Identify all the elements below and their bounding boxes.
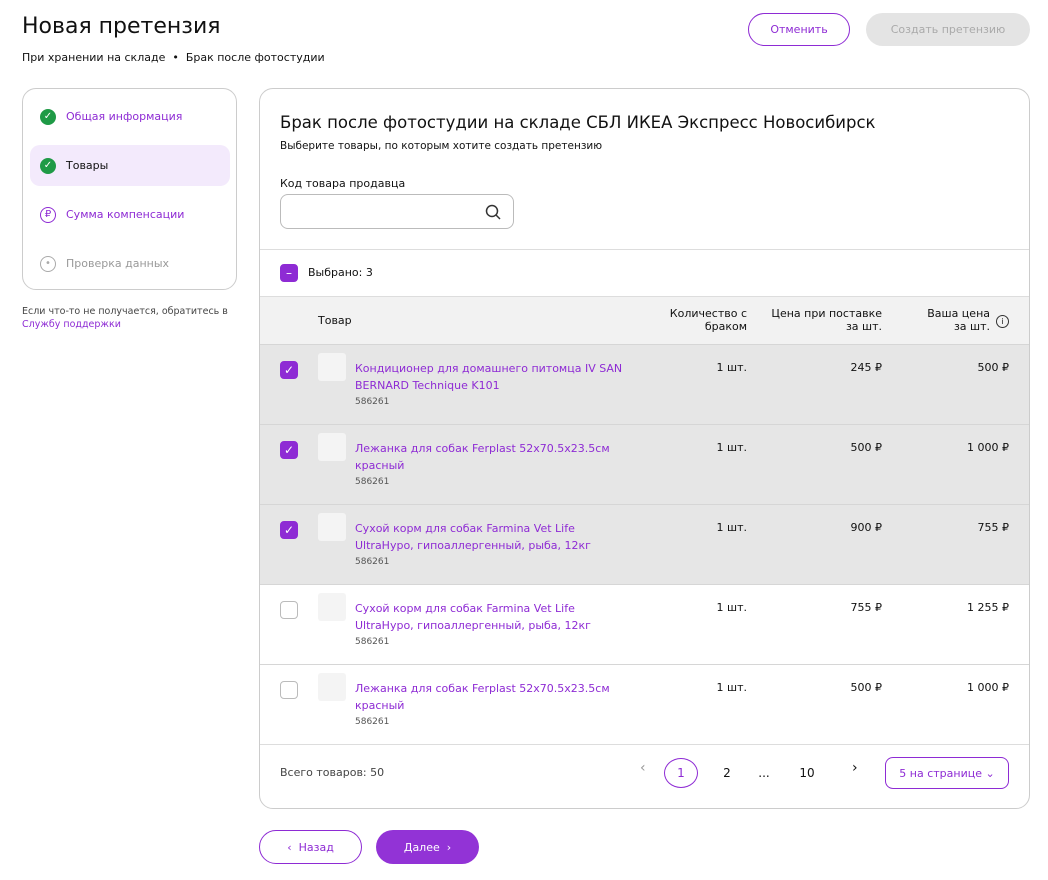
table-row: ✓ Лежанка для собак Ferplast 52x70.5x23.5… xyxy=(260,424,1029,504)
selected-count: Выбрано: 3 xyxy=(308,266,373,279)
product-name[interactable]: Сухой корм для собак Farmina Vet Life Ul… xyxy=(355,602,591,632)
qty: 1 шт. xyxy=(716,521,747,534)
step-label: Проверка данных xyxy=(66,257,170,270)
page-button[interactable]: 1 xyxy=(664,758,698,788)
your-price: 1 000 ₽ xyxy=(967,681,1009,694)
qty: 1 шт. xyxy=(716,601,747,614)
steps-card: ✓ Общая информация ✓ Товары ₽ Сумма компенсац… xyxy=(22,88,237,290)
help-text: Если что-то не получается, обратитесь в … xyxy=(22,305,237,331)
price: 755 ₽ xyxy=(850,601,883,614)
column-header: Цена при поставке за шт. xyxy=(771,307,882,333)
step[interactable]: • Проверка данных xyxy=(30,243,230,284)
product-sku: 586261 xyxy=(355,397,390,407)
page-title: Новая претензия xyxy=(22,14,221,39)
back-label: Назад xyxy=(298,840,334,854)
per-page: 5 на странице xyxy=(899,766,982,780)
table-header: Товар Количество с браком Цена при поста… xyxy=(260,296,1029,344)
price: 245 ₽ xyxy=(850,361,883,374)
row-checkbox[interactable] xyxy=(280,601,298,619)
qty: 1 шт. xyxy=(716,361,747,374)
step-label: Общая информация xyxy=(66,110,183,123)
column-header: Ваша цена за шт. xyxy=(927,307,990,333)
main-panel: Брак после фотостудии на складе СБЛ ИКЕА… xyxy=(259,88,1030,809)
page-button[interactable]: ... xyxy=(758,766,770,780)
product-name[interactable]: Лежанка для собак Ferplast 52x70.5x23.5с… xyxy=(355,442,610,472)
step[interactable]: ✓ Общая информация xyxy=(30,96,230,137)
step[interactable]: ✓ Товары xyxy=(30,145,230,186)
price: 900 ₽ xyxy=(850,521,883,534)
row-checkbox[interactable]: ✓ xyxy=(280,361,298,379)
price: 500 ₽ xyxy=(850,681,883,694)
qty: 1 шт. xyxy=(716,681,747,694)
column-header: Товар xyxy=(318,314,352,327)
row-checkbox[interactable]: ✓ xyxy=(280,521,298,539)
create-button: Создать претензию xyxy=(866,13,1030,46)
search-input[interactable] xyxy=(280,194,514,229)
product-sku: 586261 xyxy=(355,477,390,487)
product-sku: 586261 xyxy=(355,717,390,727)
product-image xyxy=(318,353,346,381)
column-header: Количество с браком xyxy=(669,307,747,333)
product-sku: 586261 xyxy=(355,637,390,647)
product-name[interactable]: Сухой корм для собак Farmina Vet Life Ul… xyxy=(355,522,591,552)
row-checkbox[interactable]: ✓ xyxy=(280,441,298,459)
search-label: Код товара продавца xyxy=(280,177,406,190)
divider xyxy=(260,744,1029,745)
your-price: 1 255 ₽ xyxy=(967,601,1009,614)
table-row: Лежанка для собак Ferplast 52x70.5x23.5с… xyxy=(260,664,1029,744)
step[interactable]: ₽ Сумма компенсации xyxy=(30,194,230,235)
support-link[interactable]: Службу поддержки xyxy=(22,319,121,330)
step-icon: ✓ xyxy=(40,108,56,125)
back-button[interactable]: ‹ Назад xyxy=(259,830,362,864)
page-button[interactable]: 10 xyxy=(799,766,815,780)
step-icon: ✓ xyxy=(40,157,56,174)
product-image xyxy=(318,593,346,621)
breadcrumb: При хранении на складе • Брак после фото… xyxy=(22,51,325,64)
next-label: Далее xyxy=(403,840,440,854)
product-image xyxy=(318,673,346,701)
step-label: Товары xyxy=(66,159,109,172)
product-name[interactable]: Лежанка для собак Ferplast 52x70.5x23.5с… xyxy=(355,682,610,712)
step-icon: • xyxy=(40,255,56,272)
panel-title: Брак после фотостудии на складе СБЛ ИКЕА… xyxy=(280,113,876,132)
next-button[interactable]: Далее › xyxy=(376,830,479,864)
table-row: Сухой корм для собак Farmina Vet Life Ul… xyxy=(260,584,1029,664)
next-page[interactable]: › xyxy=(852,760,858,776)
row-checkbox[interactable] xyxy=(280,681,298,699)
search-icon xyxy=(485,204,501,220)
table-row: ✓ Сухой корм для собак Farmina Vet Life U… xyxy=(260,504,1029,584)
product-image xyxy=(318,433,346,461)
breadcrumb-item: При хранении на складе xyxy=(22,51,166,64)
product-name[interactable]: Кондиционер для домашнего питомца IV SAN… xyxy=(355,362,623,392)
breadcrumb-item: Брак после фотостудии xyxy=(185,51,325,64)
qty: 1 шт. xyxy=(716,441,747,454)
table-row: ✓ Кондиционер для домашнего питомца IV SA… xyxy=(260,344,1029,424)
your-price: 500 ₽ xyxy=(977,361,1010,374)
your-price: 755 ₽ xyxy=(977,521,1010,534)
step-icon: ₽ xyxy=(40,206,56,223)
info-icon[interactable]: i xyxy=(996,315,1009,328)
panel-subtitle: Выберите товары, по которым хотите созда… xyxy=(280,140,603,152)
prev-page[interactable]: ‹ xyxy=(640,760,646,776)
per-page-select[interactable]: 5 на странице ⌄ xyxy=(885,757,1009,789)
separator: • xyxy=(168,51,183,64)
your-price: 1 000 ₽ xyxy=(967,441,1009,454)
select-all-checkbox[interactable]: – xyxy=(280,264,298,282)
price: 500 ₽ xyxy=(850,441,883,454)
total-count: Всего товаров: 50 xyxy=(280,766,385,779)
product-sku: 586261 xyxy=(355,557,390,567)
step-label: Сумма компенсации xyxy=(66,208,185,221)
help: Если что-то не получается, обратитесь в xyxy=(22,306,228,317)
cancel-button[interactable]: Отменить xyxy=(748,13,850,46)
page-button[interactable]: 2 xyxy=(723,766,731,780)
product-image xyxy=(318,513,346,541)
divider xyxy=(260,249,1029,250)
